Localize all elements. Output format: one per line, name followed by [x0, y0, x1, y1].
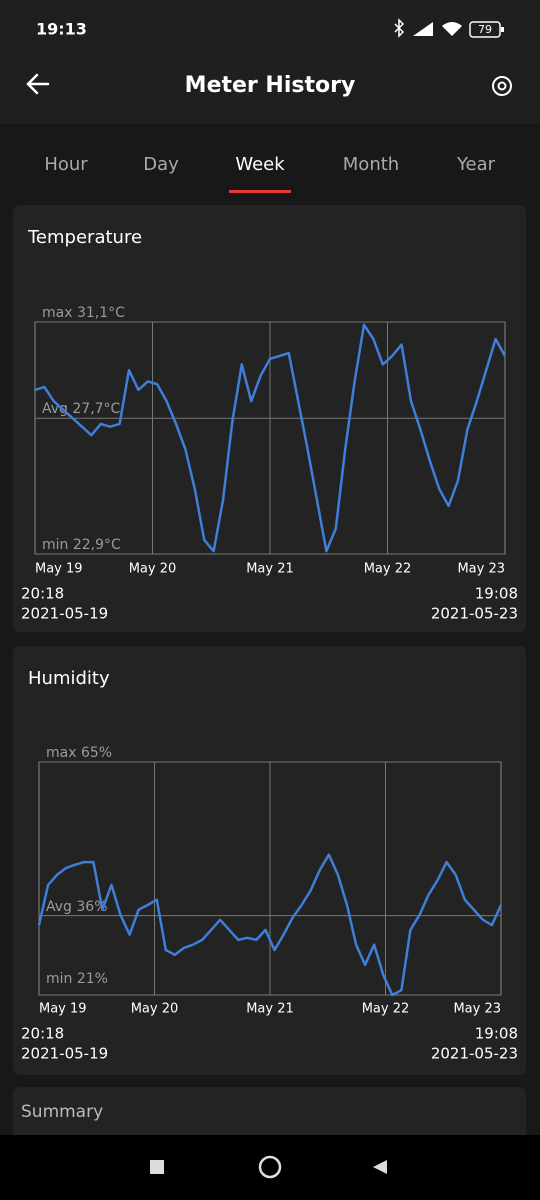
x-tick-label: May 20: [129, 562, 177, 577]
wifi-icon: [442, 22, 462, 36]
summary-card: [13, 1087, 526, 1147]
y-tick-label: max 31,1°C: [42, 305, 125, 321]
tab[interactable]: Day: [143, 154, 179, 175]
x-tick-label: May 21: [246, 562, 294, 577]
tab[interactable]: Week: [235, 154, 285, 175]
settings-button[interactable]: [492, 76, 512, 96]
x-tick-label: May 23: [453, 1002, 501, 1017]
tab[interactable]: Month: [343, 154, 399, 175]
y-tick-label: Avg 27,7°C: [42, 401, 121, 417]
summary-title: Summary: [21, 1102, 103, 1122]
x-tick-label: May 22: [364, 562, 412, 577]
start-date: 2021-05-19: [21, 605, 108, 623]
chart-card: Humidity May 19 May 20 May 21 May 22 May 23 ma…: [13, 646, 526, 1075]
end-date: 2021-05-23: [431, 605, 518, 623]
settings-gear-hub: [497, 81, 507, 91]
end-date: 2021-05-23: [431, 1045, 518, 1063]
status-time: 19:13: [36, 20, 87, 39]
cards: Temperature May 19 May 20 May 21 May 22 May 2…: [13, 205, 526, 1075]
y-tick-label: min 21%: [46, 971, 108, 987]
data-line: [34, 323, 507, 553]
chart-title: Humidity: [28, 668, 110, 689]
end-time: 19:08: [475, 1025, 518, 1043]
x-tick-label: May 22: [362, 1002, 410, 1017]
nav-bar: [0, 1135, 540, 1200]
tab-indicator: [229, 190, 291, 193]
back-button[interactable]: [26, 73, 50, 95]
x-tick-label: May 19: [39, 1002, 87, 1017]
chart-card: Temperature May 19 May 20 May 21 May 22 May 2…: [13, 205, 526, 632]
status-icons: 79: [394, 18, 504, 38]
bluetooth-icon: [394, 18, 405, 38]
end-time: 19:08: [475, 585, 518, 603]
page-title: Meter History: [185, 73, 356, 98]
x-tick-label: May 23: [457, 562, 505, 577]
y-tick-label: min 22,9°C: [42, 537, 121, 553]
nav-back[interactable]: [373, 1160, 387, 1174]
tab-bar: Hour Day Week Month Year: [44, 154, 496, 193]
x-tick-label: May 19: [35, 562, 83, 577]
x-tick-label: May 21: [246, 1002, 294, 1017]
nav-recents[interactable]: [150, 1160, 164, 1174]
chart-title: Temperature: [27, 227, 142, 248]
tab[interactable]: Year: [456, 154, 496, 175]
y-tick-label: max 65%: [46, 745, 112, 761]
x-tick-label: May 20: [131, 1002, 179, 1017]
battery-level: 79: [478, 23, 492, 36]
battery: [469, 21, 501, 38]
start-date: 2021-05-19: [21, 1045, 108, 1063]
y-tick-label: Avg 36%: [46, 899, 108, 915]
battery-tip: [501, 27, 504, 32]
data-line: [37, 853, 503, 997]
tab[interactable]: Hour: [44, 154, 88, 175]
settings-gear: [492, 76, 512, 96]
signal-icon: [413, 22, 433, 36]
app-bar: [0, 0, 540, 124]
start-time: 20:18: [21, 1025, 64, 1043]
start-time: 20:18: [21, 585, 64, 603]
nav-home[interactable]: [258, 1155, 282, 1179]
